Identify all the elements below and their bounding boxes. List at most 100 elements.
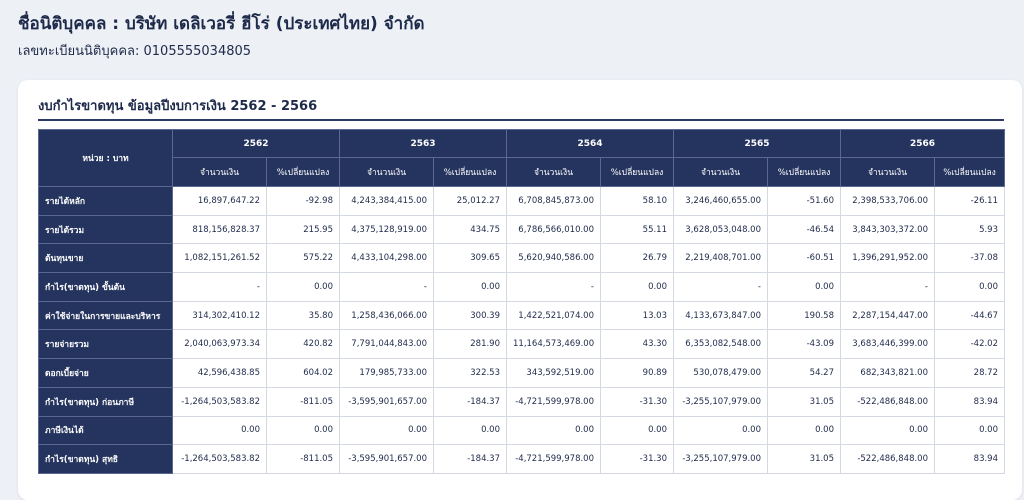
row-label: ภาษีเงินได้ — [38, 415, 173, 446]
change-cell: 31.05 — [767, 386, 841, 417]
change-cell: -44.67 — [934, 300, 1005, 331]
row-label: ดอกเบี้ยจ่าย — [38, 358, 173, 388]
change-cell: 35.80 — [266, 300, 340, 331]
change-header: %เปลี่ยนแปลง — [767, 157, 841, 187]
table-row: ดอกเบี้ยจ่าย 42,596,438.85 604.02 179,985,7… — [38, 358, 1005, 388]
change-cell: 31.05 — [767, 444, 841, 474]
change-cell: 28.72 — [934, 358, 1005, 388]
amount-cell: -3,255,107,979.00 — [673, 444, 768, 474]
change-cell: 0.00 — [934, 415, 1005, 446]
amount-cell: 5,620,940,586.00 — [506, 243, 601, 274]
amount-cell: 1,422,521,074.00 — [506, 300, 601, 331]
change-cell: -811.05 — [266, 444, 340, 474]
amount-cell: 6,786,566,010.00 — [506, 214, 601, 245]
card-title-underline — [38, 119, 1004, 121]
amount-cell: 2,040,063,973.34 — [172, 329, 267, 360]
change-cell: -31.30 — [600, 386, 674, 417]
amount-cell: 530,078,479.00 — [673, 358, 768, 388]
amount-cell: 179,985,733.00 — [339, 358, 434, 388]
year-header: 2566 — [840, 129, 1005, 158]
change-cell: 55.11 — [600, 214, 674, 245]
change-cell: 575.22 — [266, 243, 340, 274]
change-cell: 83.94 — [934, 444, 1005, 474]
amount-header: จำนวนเงิน — [339, 157, 434, 187]
change-cell: 90.89 — [600, 358, 674, 388]
amount-cell: 4,433,104,298.00 — [339, 243, 434, 274]
table-row: ภาษีเงินได้ 0.00 0.00 0.00 0.00 0.00 0.00 0.00 0… — [38, 415, 1005, 446]
change-cell: 190.58 — [767, 300, 841, 331]
change-cell: 54.27 — [767, 358, 841, 388]
amount-cell: 0.00 — [172, 415, 267, 446]
change-cell: -43.09 — [767, 329, 841, 360]
table-row: ต้นทุนขาย 1,082,151,261.52 575.22 4,433,104… — [38, 243, 1005, 274]
change-cell: -184.37 — [433, 386, 507, 417]
company-name: ชื่อนิติบุคคล : บริษัท เดลิเวอรี่ ฮีโร่ … — [18, 14, 425, 34]
year-header: 2565 — [673, 129, 841, 158]
amount-cell: - — [840, 272, 935, 302]
change-cell: -51.60 — [767, 186, 841, 216]
amount-cell: 0.00 — [673, 415, 768, 446]
amount-cell: 7,791,044,843.00 — [339, 329, 434, 360]
amount-cell: 2,398,533,706.00 — [840, 186, 935, 216]
amount-cell: -3,255,107,979.00 — [673, 386, 768, 417]
amount-cell: 42,596,438.85 — [172, 358, 267, 388]
amount-cell: 818,156,828.37 — [172, 214, 267, 245]
amount-cell: 3,843,303,372.00 — [840, 214, 935, 245]
sub-header-row: จำนวนเงิน %เปลี่ยนแปลง จำนวนเงิน %เปลี่ย… — [39, 157, 1005, 187]
change-cell: 604.02 — [266, 358, 340, 388]
amount-cell: 4,375,128,919.00 — [339, 214, 434, 245]
amount-cell: -3,595,901,657.00 — [339, 444, 434, 474]
row-label: รายได้หลัก — [38, 186, 173, 216]
unit-header: หน่วย : บาท — [38, 129, 173, 187]
row-label: รายได้รวม — [38, 214, 173, 245]
amount-cell: -4,721,599,978.00 — [506, 444, 601, 474]
card-title: งบกำไรขาดทุน ข้อมูลปีงบการเงิน 2562 - 25… — [38, 99, 318, 114]
amount-cell: -3,595,901,657.00 — [339, 386, 434, 417]
amount-cell: -1,264,503,583.82 — [172, 386, 267, 417]
table-row: ค่าใช้จ่ายในการขายและบริหาร 314,302,410.1… — [38, 300, 1005, 331]
year-header: 2563 — [339, 129, 507, 158]
change-cell: 0.00 — [600, 415, 674, 446]
change-header: %เปลี่ยนแปลง — [433, 157, 507, 187]
change-cell: -46.54 — [767, 214, 841, 245]
amount-cell: 16,897,647.22 — [172, 186, 267, 216]
amount-header: จำนวนเงิน — [172, 157, 267, 187]
change-cell: 0.00 — [266, 272, 340, 302]
amount-cell: -4,721,599,978.00 — [506, 386, 601, 417]
amount-cell: 0.00 — [506, 415, 601, 446]
amount-cell: -522,486,848.00 — [840, 444, 935, 474]
amount-cell: 1,396,291,952.00 — [840, 243, 935, 274]
row-label: กำไร(ขาดทุน) สุทธิ — [38, 444, 173, 474]
amount-cell: 343,592,519.00 — [506, 358, 601, 388]
amount-cell: 2,287,154,447.00 — [840, 300, 935, 331]
amount-cell: 6,353,082,548.00 — [673, 329, 768, 360]
row-label: ค่าใช้จ่ายในการขายและบริหาร — [38, 300, 173, 331]
income-statement-table: หน่วย : บาท 2562 2563 2564 2565 2566 จำน… — [38, 129, 1005, 474]
change-cell: -811.05 — [266, 386, 340, 417]
amount-cell: 2,219,408,701.00 — [673, 243, 768, 274]
change-cell: 0.00 — [433, 415, 507, 446]
change-cell: 0.00 — [934, 272, 1005, 302]
amount-cell: 0.00 — [339, 415, 434, 446]
change-cell: 0.00 — [266, 415, 340, 446]
table-row: รายได้รวม 818,156,828.37 215.95 4,375,128,9… — [38, 214, 1005, 245]
change-cell: -31.30 — [600, 444, 674, 474]
change-cell: 26.79 — [600, 243, 674, 274]
amount-cell: 4,243,384,415.00 — [339, 186, 434, 216]
amount-cell: - — [172, 272, 267, 302]
table-row: รายจ่ายรวม 2,040,063,973.34 420.82 7,791,04… — [38, 329, 1005, 360]
amount-cell: 3,628,053,048.00 — [673, 214, 768, 245]
row-label: รายจ่ายรวม — [38, 329, 173, 360]
row-label: กำไร(ขาดทุน) ก่อนภาษี — [38, 386, 173, 417]
change-cell: -184.37 — [433, 444, 507, 474]
amount-cell: - — [506, 272, 601, 302]
change-cell: 13.03 — [600, 300, 674, 331]
change-header: %เปลี่ยนแปลง — [266, 157, 340, 187]
change-header: %เปลี่ยนแปลง — [934, 157, 1005, 187]
amount-cell: 314,302,410.12 — [172, 300, 267, 331]
amount-cell: 3,683,446,399.00 — [840, 329, 935, 360]
change-cell: 281.90 — [433, 329, 507, 360]
table-row: รายได้หลัก 16,897,647.22 -92.98 4,243,384,4… — [38, 186, 1005, 216]
table-row: กำไร(ขาดทุน) สุทธิ -1,264,503,583.82 -811.… — [38, 444, 1005, 474]
amount-cell: - — [339, 272, 434, 302]
